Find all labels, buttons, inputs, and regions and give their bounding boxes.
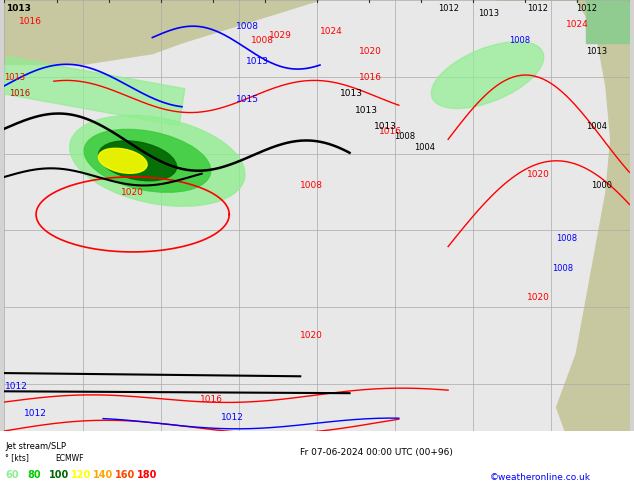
FancyArrow shape <box>2 56 184 126</box>
Text: 1008: 1008 <box>552 264 573 273</box>
Polygon shape <box>4 0 630 461</box>
Text: 180: 180 <box>57 469 66 484</box>
Text: 1008: 1008 <box>509 36 531 45</box>
Text: 80: 80 <box>27 470 41 480</box>
Polygon shape <box>83 0 320 64</box>
Text: 100: 100 <box>49 470 69 480</box>
Polygon shape <box>498 0 630 461</box>
Polygon shape <box>4 0 123 64</box>
Text: 140W: 140W <box>284 469 293 490</box>
Text: 1013: 1013 <box>340 90 363 98</box>
Text: 90W: 90W <box>568 469 577 487</box>
Text: 1008: 1008 <box>251 36 274 45</box>
Text: 1015: 1015 <box>236 95 259 104</box>
Text: 1012: 1012 <box>527 4 548 13</box>
Text: 1020: 1020 <box>527 293 550 302</box>
Text: 1008: 1008 <box>236 22 259 31</box>
Text: 1004: 1004 <box>586 122 607 131</box>
Text: 1013: 1013 <box>374 122 397 131</box>
Text: 1012: 1012 <box>24 409 47 418</box>
Ellipse shape <box>98 148 147 173</box>
Text: 1020: 1020 <box>301 331 323 340</box>
Polygon shape <box>0 431 634 490</box>
Text: 1024: 1024 <box>320 27 343 36</box>
Ellipse shape <box>99 141 176 181</box>
Text: 1008: 1008 <box>301 181 323 190</box>
Text: Jet stream/SLP: Jet stream/SLP <box>5 442 66 451</box>
Text: 1013: 1013 <box>246 57 269 66</box>
Text: ECMWF: ECMWF <box>55 454 84 463</box>
Text: 1013: 1013 <box>354 105 377 115</box>
Text: 60: 60 <box>5 470 18 480</box>
Text: 100W: 100W <box>512 469 521 490</box>
Text: 140: 140 <box>93 470 113 480</box>
Text: Fr 07-06-2024 00:00 UTC (00+96): Fr 07-06-2024 00:00 UTC (00+96) <box>300 448 453 457</box>
Text: 1013: 1013 <box>586 47 607 55</box>
Text: 120: 120 <box>71 470 91 480</box>
Ellipse shape <box>431 42 544 108</box>
Text: 1000: 1000 <box>591 181 612 190</box>
Text: 1012: 1012 <box>438 4 459 13</box>
Text: 180: 180 <box>137 470 157 480</box>
Polygon shape <box>586 0 630 43</box>
Text: 1020: 1020 <box>121 188 144 197</box>
Text: 1016: 1016 <box>379 127 402 136</box>
Text: 1020: 1020 <box>527 170 550 179</box>
Text: 160W: 160W <box>171 469 179 490</box>
Text: 170E: 170E <box>0 469 9 489</box>
Text: 1012: 1012 <box>4 382 27 391</box>
Text: 150W: 150W <box>227 469 236 490</box>
Text: 1016: 1016 <box>359 74 382 82</box>
Ellipse shape <box>84 129 210 192</box>
Text: ©weatheronline.co.uk: ©weatheronline.co.uk <box>490 473 591 482</box>
Text: 1013: 1013 <box>4 74 25 82</box>
Text: 1012: 1012 <box>221 413 244 422</box>
Text: ° [kts]: ° [kts] <box>5 454 29 463</box>
Text: 160: 160 <box>115 470 135 480</box>
Text: 1013: 1013 <box>6 4 31 13</box>
Text: 1013: 1013 <box>477 9 499 18</box>
Text: 1004: 1004 <box>413 143 435 152</box>
Text: 1024: 1024 <box>566 20 589 29</box>
Text: 1029: 1029 <box>269 30 292 40</box>
Text: 80W: 80W <box>625 469 634 487</box>
Text: 1016: 1016 <box>19 17 42 25</box>
Text: 1008: 1008 <box>394 132 415 142</box>
Text: 120W: 120W <box>398 469 407 490</box>
Ellipse shape <box>70 115 245 206</box>
Text: 1012: 1012 <box>576 4 597 13</box>
Text: 1020: 1020 <box>359 47 382 55</box>
Text: 170W: 170W <box>113 469 122 490</box>
Text: 1016: 1016 <box>10 90 30 98</box>
Text: 110W: 110W <box>455 469 463 490</box>
Text: 1016: 1016 <box>200 395 223 404</box>
Text: 130W: 130W <box>341 469 350 490</box>
Text: 1008: 1008 <box>557 234 578 243</box>
